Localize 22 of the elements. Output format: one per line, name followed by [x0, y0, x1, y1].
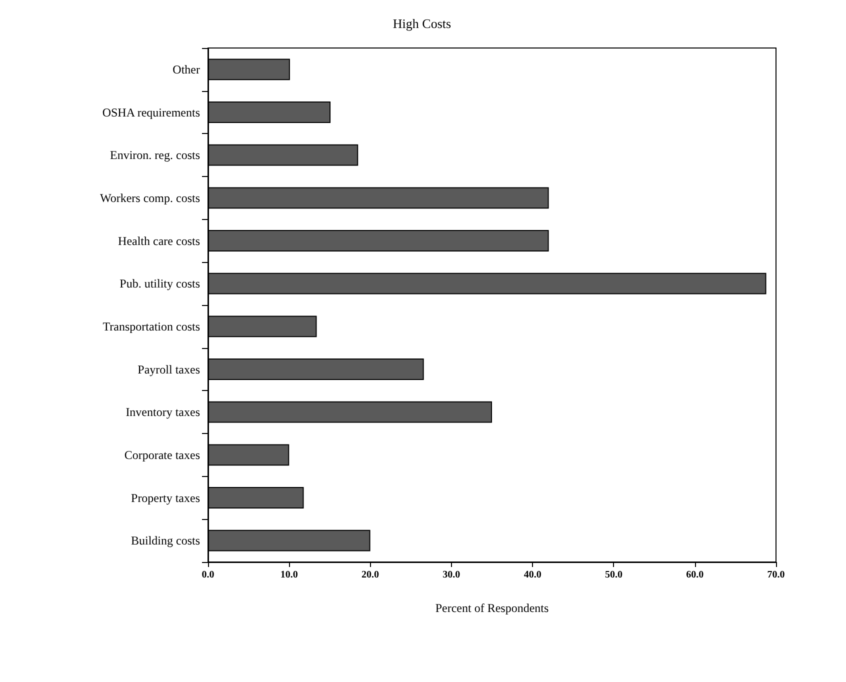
x-tick-label: 60.0: [686, 570, 704, 580]
y-tick-label: Workers comp. costs: [100, 190, 200, 205]
y-tick-label: Payroll taxes: [138, 362, 200, 376]
y-tick-label: Environ. reg. costs: [110, 148, 200, 162]
y-tick-label: Building costs: [130, 534, 200, 548]
y-tick-label: Transportation costs: [102, 319, 200, 334]
x-tick-label: 30.0: [442, 570, 460, 580]
x-tick-label: 70.0: [767, 570, 785, 580]
x-tick-label: 0.0: [202, 570, 214, 580]
y-tick-label: Property taxes: [131, 490, 200, 505]
y-tick-label: Health care costs: [118, 234, 200, 248]
x-tick-label: 20.0: [362, 570, 380, 580]
y-tick-label: Pub. utility costs: [120, 276, 200, 291]
x-axis-title: Percent of Respondents: [435, 601, 549, 615]
y-tick-label: Corporate taxes: [124, 448, 200, 462]
x-tick-label: 50.0: [604, 570, 622, 580]
x-tick-label: 40.0: [524, 570, 542, 580]
chart-title: High Costs: [392, 16, 452, 31]
y-tick-label: Other: [172, 62, 200, 76]
x-tick-label: 10.0: [280, 570, 298, 580]
y-tick-label: OSHA requirements: [102, 105, 200, 120]
y-tick-label: Inventory taxes: [126, 405, 200, 420]
